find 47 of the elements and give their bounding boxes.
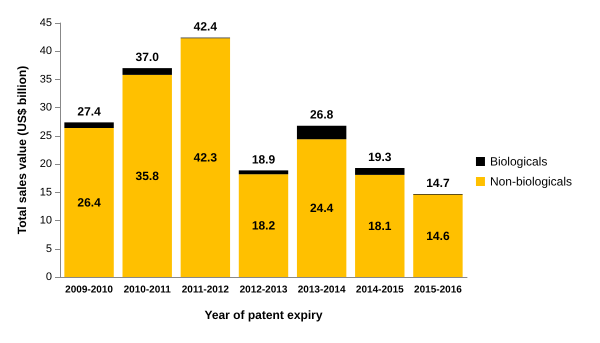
data-label: 24.4 [310, 201, 334, 216]
data-label: 42.3 [194, 150, 218, 165]
legend-label: Non-biologicals [490, 174, 572, 188]
bar [355, 168, 404, 175]
data-label: 18.1 [368, 218, 392, 233]
bar [238, 174, 288, 277]
x-tick-label: 2012-2013 [240, 284, 288, 296]
bar [64, 128, 114, 277]
bar [64, 122, 114, 128]
bar [180, 38, 230, 277]
total-label: 14.7 [426, 176, 450, 190]
bar [296, 126, 346, 140]
total-label: 26.8 [310, 108, 334, 122]
bar [355, 174, 404, 277]
x-axis-title: Year of patent expiry [204, 308, 323, 322]
data-label: 26.4 [77, 195, 102, 210]
y-tick-label: 5 [46, 242, 52, 255]
total-label: 19.3 [368, 150, 392, 164]
y-tick-label: 25 [40, 130, 52, 142]
x-tick-label: 2015-2016 [414, 284, 462, 296]
total-label: 27.4 [77, 104, 102, 118]
bar [122, 74, 172, 277]
bar [122, 68, 172, 75]
bar [413, 194, 463, 277]
total-label: 18.9 [252, 152, 276, 166]
y-tick-label: 20 [40, 158, 52, 170]
total-label: 37.0 [136, 50, 160, 64]
y-axis-title: Total sales value (US$ billion) [15, 66, 29, 234]
total-label: 42.4 [194, 20, 218, 34]
data-label: 14.6 [426, 228, 450, 243]
bar [238, 170, 288, 174]
y-tick-label: 10 [40, 214, 52, 227]
x-tick-label: 2010-2011 [124, 284, 172, 296]
data-label: 35.8 [136, 168, 160, 183]
bar [296, 139, 346, 277]
y-tick-label: 40 [40, 45, 52, 58]
x-tick-label: 2014-2015 [356, 284, 404, 296]
data-label: 18.2 [252, 218, 276, 233]
y-tick-label: 35 [40, 73, 52, 86]
y-tick-label: 15 [40, 186, 52, 198]
x-tick-label: 2013-2014 [298, 284, 346, 296]
x-tick-label: 2011-2012 [182, 284, 230, 296]
x-tick-label: 2009-2010 [65, 284, 114, 296]
legend-label: Biologicals [490, 154, 548, 168]
y-tick-label: 30 [40, 102, 52, 114]
y-tick-label: 0 [46, 271, 52, 283]
y-tick-label: 45 [40, 17, 52, 29]
